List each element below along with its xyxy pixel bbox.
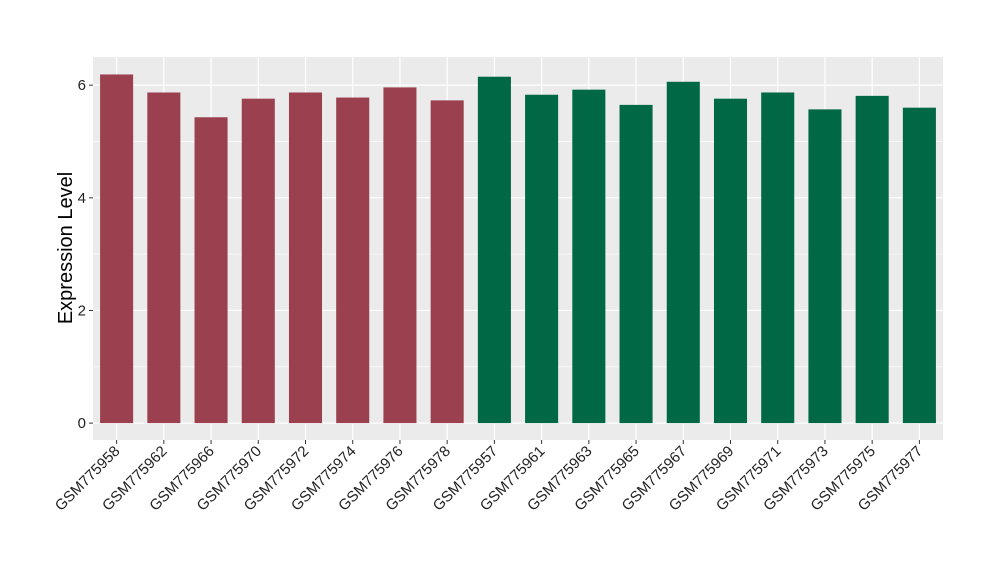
bar [383, 87, 417, 424]
y-tick-label: 2 [78, 302, 86, 319]
bar [666, 81, 700, 424]
bar [572, 89, 606, 424]
bar [241, 98, 275, 424]
y-tick-label: 4 [78, 190, 86, 207]
bar [147, 92, 181, 424]
y-tick-label: 6 [78, 77, 86, 94]
bar [430, 100, 464, 424]
plot-panel [93, 57, 943, 440]
bar [194, 117, 228, 424]
minor-gridlines [93, 141, 943, 368]
bar [525, 94, 559, 424]
bars [100, 74, 936, 424]
bar [761, 92, 795, 424]
y-axis-title: Expression Level [55, 172, 77, 324]
bar [100, 74, 134, 424]
bar [336, 97, 370, 424]
bar [288, 92, 323, 424]
bar [855, 95, 889, 424]
x-axis: GSM775958GSM775962GSM775966GSM775970GSM7… [52, 440, 926, 514]
bar [808, 109, 842, 424]
y-tick-label: 0 [78, 415, 86, 432]
y-axis: 0 2 4 6 [78, 77, 93, 432]
bar [713, 98, 748, 424]
bar [902, 107, 936, 424]
bar [477, 76, 511, 424]
bar [619, 104, 653, 424]
